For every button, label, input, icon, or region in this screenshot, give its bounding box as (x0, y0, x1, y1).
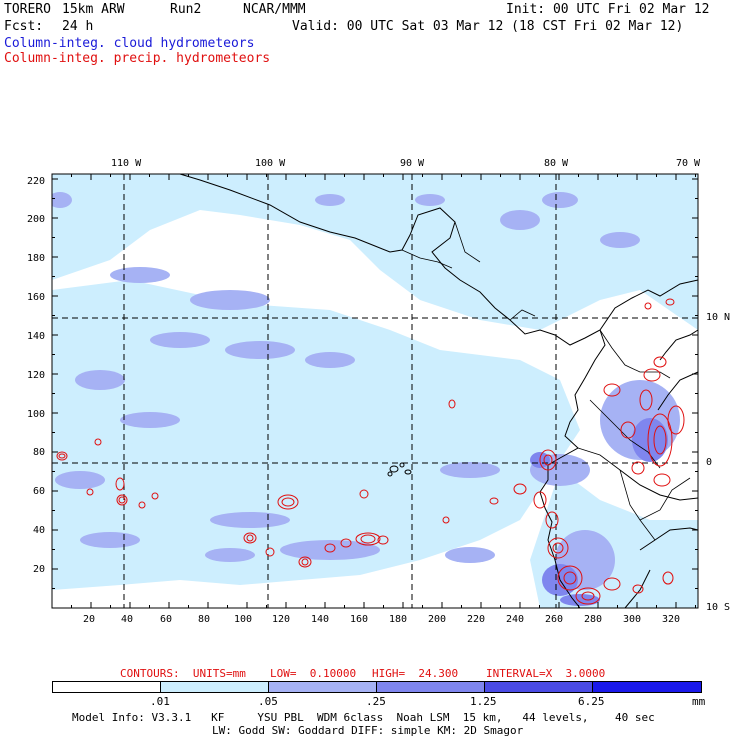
y-tick-label: 180 (27, 253, 46, 264)
lat-label-10n: 10 N (706, 312, 731, 323)
color-scale-value: .05 (258, 695, 278, 708)
model-info: Model Info: V3.3.1 KF YSU PBL WDM 6class… (72, 711, 655, 724)
color-scale-unit: mm (692, 695, 706, 708)
plot-frame (51, 173, 699, 609)
color-scale-segment (269, 682, 377, 692)
init-time: Init: 00 UTC Fri 02 Mar 12 (506, 2, 710, 17)
y-tick-label: 100 (27, 409, 46, 420)
x-tick-label: 140 (311, 614, 330, 625)
color-scale-value: 1.25 (470, 695, 497, 708)
x-tick-label: 320 (662, 614, 681, 625)
contour-low: LOW= 0.10000 (270, 667, 357, 680)
x-tick-label: 240 (506, 614, 525, 625)
y-tick-label: 140 (27, 331, 46, 342)
color-scale-segment (593, 682, 701, 692)
contour-high: HIGH= 24.300 (372, 667, 459, 680)
physics-info: LW: Godd SW: Goddard DIFF: simple KM: 2D… (212, 724, 524, 737)
color-scale-segment (53, 682, 161, 692)
color-scale-value: 6.25 (578, 695, 605, 708)
x-tick-label: 60 (160, 614, 173, 625)
y-tick-label: 60 (33, 486, 46, 497)
x-tick-label: 200 (428, 614, 447, 625)
valid-time: Valid: 00 UTC Sat 03 Mar 12 (18 CST Fri … (292, 19, 684, 34)
x-tick-label: 300 (623, 614, 642, 625)
forecast-label: Fcst: (4, 19, 44, 34)
x-tick-label: 20 (83, 614, 96, 625)
color-scale-segment (377, 682, 485, 692)
color-scale-value: .25 (366, 695, 386, 708)
lon-label-100w: 100 W (255, 158, 286, 169)
lon-label-70w: 70 W (676, 158, 701, 169)
y-tick-label: 20 (33, 564, 46, 575)
x-tick-label: 180 (389, 614, 408, 625)
cloud-shading-light (52, 174, 698, 608)
y-tick-label: 80 (33, 447, 46, 458)
lat-label-10s: 10 S (706, 602, 731, 613)
color-scale-bar (52, 681, 702, 693)
model-name: TORERO (4, 2, 51, 17)
contour-interval: INTERVAL=X 3.0000 (486, 667, 606, 680)
lon-label-110w: 110 W (111, 158, 142, 169)
x-tick-label: 120 (272, 614, 291, 625)
lon-label-90w: 90 W (400, 158, 425, 169)
organization-label: NCAR/MMM (243, 2, 306, 17)
cloud-field-title: Column-integ. cloud hydrometeors (4, 36, 255, 51)
x-tick-label: 220 (467, 614, 486, 625)
x-tick-label: 40 (121, 614, 134, 625)
y-tick-label: 120 (27, 370, 46, 381)
precip-contours (56, 298, 685, 605)
x-tick-label: 100 (234, 614, 253, 625)
y-tick-label: 40 (33, 525, 46, 536)
x-tick-label: 80 (198, 614, 211, 625)
lon-label-80w: 80 W (544, 158, 569, 169)
forecast-hour: 24 h (62, 19, 94, 34)
color-scale-segment (161, 682, 269, 692)
resolution-label: 15km ARW (62, 2, 125, 17)
x-tick-label: 160 (350, 614, 369, 625)
y-tick-label: 200 (27, 214, 46, 225)
lat-label-equator: 0 (706, 457, 713, 468)
x-tick-label: 280 (584, 614, 603, 625)
color-scale-value: .01 (150, 695, 170, 708)
contour-units: CONTOURS: UNITS=mm (120, 667, 246, 680)
run-label: Run2 (170, 2, 202, 17)
precip-field-title: Column-integ. precip. hydrometeors (4, 51, 271, 66)
color-scale-segment (485, 682, 593, 692)
country-borders (401, 221, 691, 541)
axis-ticks (51, 174, 698, 609)
y-tick-label: 220 (27, 176, 46, 187)
x-tick-label: 260 (545, 614, 564, 625)
y-tick-label: 160 (27, 292, 46, 303)
lat-lon-gridlines (52, 174, 698, 608)
